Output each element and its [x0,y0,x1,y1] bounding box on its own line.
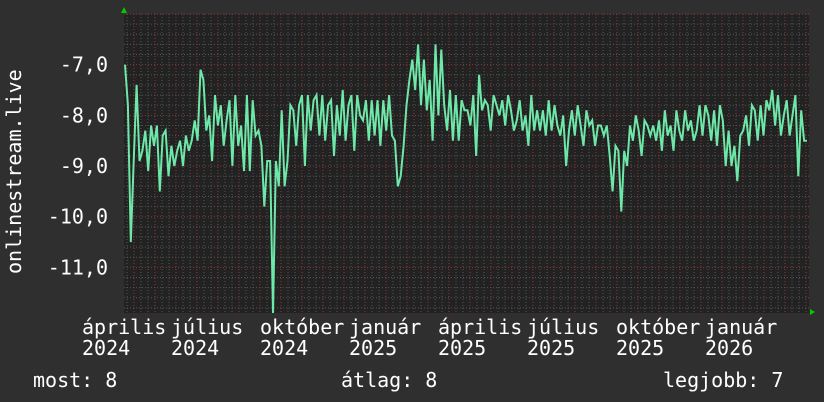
x-tick-label: január 2025 [349,315,433,360]
legend-average: átlag: 8 [341,368,438,392]
y-tick-label: -7,0 [60,53,108,77]
y-tick-label: -11,0 [48,255,108,279]
y-tick-label: -8,0 [60,103,108,127]
y-axis-arrow-icon [121,7,127,13]
x-tick-label: április 2024 [82,315,178,360]
x-tick-label: október 2025 [616,315,712,360]
x-tick-label: január 2026 [705,315,789,360]
y-tick-label: -10,0 [48,205,108,229]
series-line [124,44,807,314]
x-tick-label: április 2025 [438,315,534,360]
x-tick-label: október 2024 [260,315,356,360]
y-tick-label: -9,0 [60,154,108,178]
legend-current: most: 8 [33,368,118,392]
x-axis-arrow-icon [810,309,815,315]
x-tick-label: július 2024 [171,315,255,360]
plot-area [124,14,809,313]
y-axis-label: onlinestream.live [2,69,26,274]
x-tick-label: július 2025 [527,315,611,360]
y-axis-ticks: -7,0 -8,0 -9,0 -10,0 -11,0 [48,53,108,280]
legend-best: legjobb: 7 [663,368,784,392]
grid [124,13,809,313]
